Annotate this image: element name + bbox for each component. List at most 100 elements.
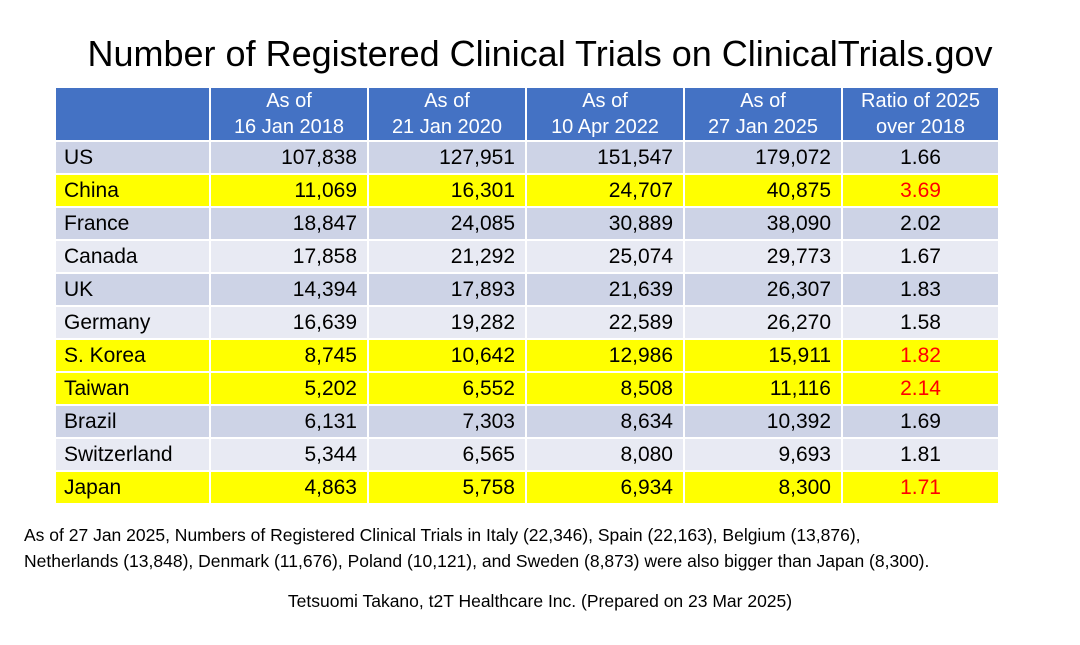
header-line: As of — [740, 90, 786, 112]
table-row-brazil: Brazil 6,131 7,303 8,634 10,392 1.69 — [56, 406, 998, 437]
table-row-uk: UK 14,394 17,893 21,639 26,307 1.83 — [56, 274, 998, 305]
header-2020-cell: As of 21 Jan 2020 — [369, 88, 525, 140]
value-cell: 5,344 — [211, 439, 367, 470]
value-cell: 15,911 — [685, 340, 841, 371]
credit-line: Tetsuomi Takano, t2T Healthcare Inc. (Pr… — [287, 591, 793, 611]
country-cell: Japan — [56, 472, 209, 503]
country-cell: Switzerland — [56, 439, 209, 470]
header-country-cell — [56, 88, 209, 140]
value-cell: 8,300 — [685, 472, 841, 503]
value-cell: 6,565 — [369, 439, 525, 470]
table-row-china: China 11,069 16,301 24,707 40,875 3.69 — [56, 175, 998, 206]
header-line: 16 Jan 2018 — [233, 116, 345, 138]
trials-table: As of 16 Jan 2018 As of 21 Jan 2020 As o… — [54, 86, 1000, 505]
country-cell: S. Korea — [56, 340, 209, 371]
footnote-line-2: Netherlands (13,848), Denmark (11,676), … — [24, 551, 930, 571]
value-cell: 18,847 — [211, 208, 367, 239]
value-cell: 8,080 — [527, 439, 683, 470]
header-line: 27 Jan 2025 — [707, 116, 819, 138]
ratio-cell: 2.14 — [843, 373, 998, 404]
header-line: over 2018 — [876, 116, 965, 138]
header-line: As of — [582, 90, 628, 112]
table-row-france: France 18,847 24,085 30,889 38,090 2.02 — [56, 208, 998, 239]
header-row: As of 16 Jan 2018 As of 21 Jan 2020 As o… — [56, 88, 998, 140]
value-cell: 151,547 — [527, 142, 683, 173]
value-cell: 16,301 — [369, 175, 525, 206]
country-cell: UK — [56, 274, 209, 305]
header-line: As of — [424, 90, 470, 112]
ratio-cell: 1.83 — [843, 274, 998, 305]
value-cell: 107,838 — [211, 142, 367, 173]
table-row-japan: Japan 4,863 5,758 6,934 8,300 1.71 — [56, 472, 998, 503]
value-cell: 7,303 — [369, 406, 525, 437]
header-line: 21 Jan 2020 — [391, 116, 503, 138]
value-cell: 12,986 — [527, 340, 683, 371]
value-cell: 26,270 — [685, 307, 841, 338]
header-ratio-cell: Ratio of 2025 over 2018 — [843, 88, 998, 140]
table-row-us: US 107,838 127,951 151,547 179,072 1.66 — [56, 142, 998, 173]
country-cell: US — [56, 142, 209, 173]
country-cell: Canada — [56, 241, 209, 272]
value-cell: 40,875 — [685, 175, 841, 206]
value-cell: 8,745 — [211, 340, 367, 371]
value-cell: 8,634 — [527, 406, 683, 437]
value-cell: 22,589 — [527, 307, 683, 338]
ratio-cell: 2.02 — [843, 208, 998, 239]
table-row-canada: Canada 17,858 21,292 25,074 29,773 1.67 — [56, 241, 998, 272]
value-cell: 38,090 — [685, 208, 841, 239]
value-cell: 5,758 — [369, 472, 525, 503]
value-cell: 127,951 — [369, 142, 525, 173]
ratio-cell: 1.66 — [843, 142, 998, 173]
value-cell: 14,394 — [211, 274, 367, 305]
value-cell: 30,889 — [527, 208, 683, 239]
value-cell: 29,773 — [685, 241, 841, 272]
table-row-skorea: S. Korea 8,745 10,642 12,986 15,911 1.82 — [56, 340, 998, 371]
value-cell: 21,639 — [527, 274, 683, 305]
header-line: 10 Apr 2022 — [551, 116, 659, 138]
value-cell: 9,693 — [685, 439, 841, 470]
value-cell: 10,392 — [685, 406, 841, 437]
footnote-line-1: As of 27 Jan 2025, Numbers of Registered… — [24, 525, 861, 545]
country-cell: Taiwan — [56, 373, 209, 404]
footnote: As of 27 Jan 2025, Numbers of Registered… — [24, 522, 1060, 574]
value-cell: 8,508 — [527, 373, 683, 404]
value-cell: 25,074 — [527, 241, 683, 272]
page-title: Number of Registered Clinical Trials on … — [87, 33, 993, 74]
header-2022-cell: As of 10 Apr 2022 — [527, 88, 683, 140]
header-2018-cell: As of 16 Jan 2018 — [211, 88, 367, 140]
ratio-cell: 1.67 — [843, 241, 998, 272]
value-cell: 179,072 — [685, 142, 841, 173]
value-cell: 24,085 — [369, 208, 525, 239]
value-cell: 10,642 — [369, 340, 525, 371]
ratio-cell: 1.69 — [843, 406, 998, 437]
value-cell: 6,552 — [369, 373, 525, 404]
header-2025-cell: As of 27 Jan 2025 — [685, 88, 841, 140]
ratio-cell: 1.58 — [843, 307, 998, 338]
value-cell: 17,858 — [211, 241, 367, 272]
value-cell: 6,934 — [527, 472, 683, 503]
table-row-germany: Germany 16,639 19,282 22,589 26,270 1.58 — [56, 307, 998, 338]
country-cell: France — [56, 208, 209, 239]
value-cell: 21,292 — [369, 241, 525, 272]
value-cell: 26,307 — [685, 274, 841, 305]
value-cell: 11,116 — [685, 373, 841, 404]
value-cell: 16,639 — [211, 307, 367, 338]
value-cell: 6,131 — [211, 406, 367, 437]
ratio-cell: 1.71 — [843, 472, 998, 503]
value-cell: 5,202 — [211, 373, 367, 404]
value-cell: 24,707 — [527, 175, 683, 206]
value-cell: 11,069 — [211, 175, 367, 206]
value-cell: 17,893 — [369, 274, 525, 305]
value-cell: 19,282 — [369, 307, 525, 338]
header-line: Ratio of 2025 — [861, 90, 980, 112]
table-row-switzerland: Switzerland 5,344 6,565 8,080 9,693 1.81 — [56, 439, 998, 470]
header-line: As of — [266, 90, 312, 112]
country-cell: Germany — [56, 307, 209, 338]
country-cell: China — [56, 175, 209, 206]
ratio-cell: 3.69 — [843, 175, 998, 206]
country-cell: Brazil — [56, 406, 209, 437]
ratio-cell: 1.82 — [843, 340, 998, 371]
ratio-cell: 1.81 — [843, 439, 998, 470]
table-row-taiwan: Taiwan 5,202 6,552 8,508 11,116 2.14 — [56, 373, 998, 404]
